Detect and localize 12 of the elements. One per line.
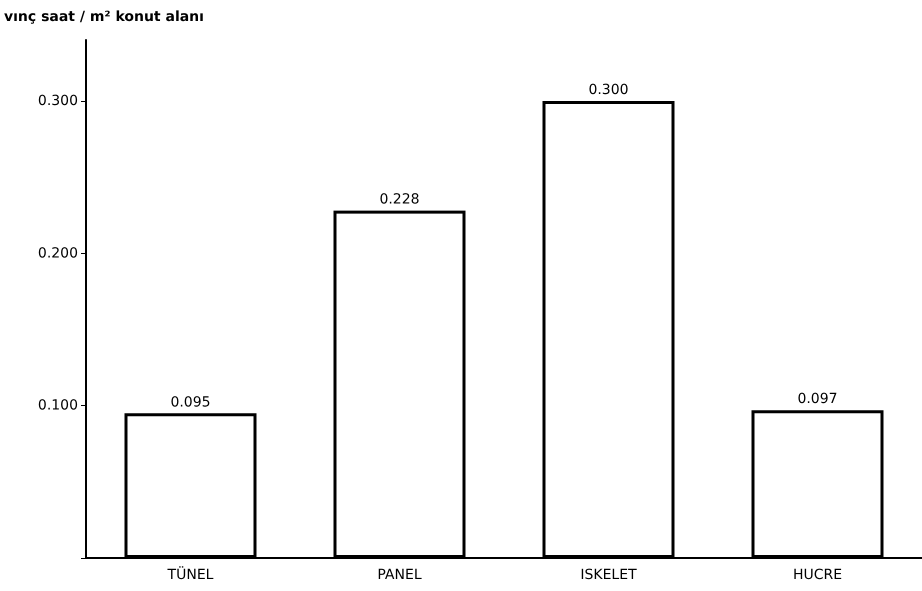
- y-tick-label: 0.300: [38, 92, 78, 109]
- data-label: 0.300: [588, 82, 629, 98]
- x-tick-label: HUCRE: [792, 567, 842, 583]
- data-label: 0.097: [797, 391, 838, 408]
- y-tick-label: 0.200: [38, 245, 78, 262]
- x-tick-label: PANEL: [377, 567, 422, 583]
- x-tick-label: TÜNEL: [166, 566, 214, 583]
- y-axis-title: vınç saat / m² konut alanı: [4, 9, 204, 25]
- data-label: 0.095: [170, 394, 211, 410]
- data-label: 0.228: [379, 192, 420, 208]
- x-tick-label: ISKELET: [580, 567, 638, 583]
- y-tick-label: 0.100: [38, 398, 78, 414]
